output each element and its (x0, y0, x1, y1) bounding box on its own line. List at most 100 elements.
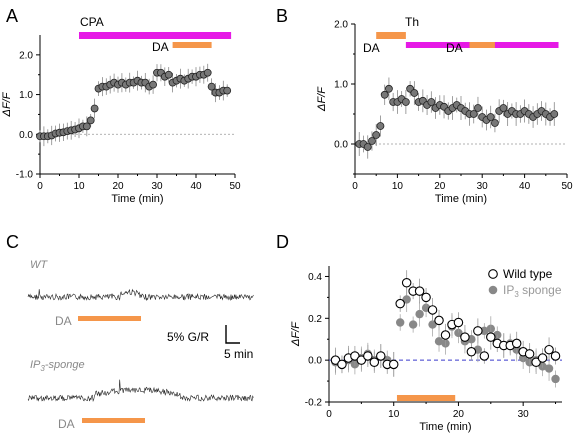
data-point (479, 351, 490, 361)
scale-x-label: 5 min (224, 347, 253, 361)
panel-label-d: D (276, 232, 289, 252)
data-point (550, 351, 561, 361)
data-point (469, 110, 478, 118)
x-axis-label: Time (min) (435, 193, 487, 205)
treatment-bar-label: DA (152, 40, 169, 54)
chart-b: 0 10 20 30 40 50 0.0 1.0 2.0 Time (min) ΔF/F DA Th DA (316, 15, 573, 205)
x-tick-label: 30 (518, 409, 530, 420)
x-tick-label: 10 (73, 181, 85, 192)
x-tick-label: 50 (561, 181, 573, 192)
data-point (428, 320, 437, 329)
data-point (330, 355, 341, 365)
legend-label-ip3-sponge: IP3 sponge (503, 283, 562, 299)
data-point (401, 98, 410, 106)
data-point (531, 357, 541, 367)
data-point (466, 347, 477, 357)
x-tick-label: 40 (190, 181, 202, 192)
data-point (511, 338, 522, 349)
legend-subscript: 3 (514, 290, 519, 299)
data-point (474, 104, 482, 112)
x-axis-label: Time (min) (111, 193, 163, 205)
legend-ip-text: IP (503, 283, 514, 297)
wt-da-label: DA (55, 314, 72, 328)
treatment-bar (79, 32, 232, 39)
data-point (368, 137, 376, 145)
treatment-bar (469, 42, 495, 48)
x-tick-label: 10 (388, 409, 400, 420)
legend-marker-wild-type (488, 269, 498, 279)
y-tick-label: 0.0 (19, 130, 33, 141)
data-point (369, 357, 380, 367)
data-point (388, 359, 399, 370)
panel-c-traces: WT DA IP3-sponge DA 5% G/R 5 min (27, 259, 254, 431)
wt-da-bar (78, 316, 141, 321)
data-point (356, 355, 367, 365)
y-axis-label: ΔF/F (316, 86, 328, 112)
data-point (372, 131, 381, 139)
y-tick-label: 1.0 (19, 90, 33, 101)
data-point (385, 84, 393, 93)
x-tick-label: 10 (392, 181, 404, 192)
y-tick-label: 0.2 (308, 314, 322, 325)
data-point (491, 119, 499, 127)
data-point (408, 320, 418, 329)
data-point (550, 110, 559, 118)
data-point (363, 143, 372, 151)
x-tick-label: 30 (477, 181, 489, 192)
data-point (380, 90, 389, 99)
legend-label-wild-type: Wild type (503, 267, 553, 281)
data-point (453, 317, 464, 328)
data-point (473, 326, 483, 336)
treatment-bar (376, 32, 406, 39)
treatment-bar (172, 42, 212, 48)
data-point (415, 309, 424, 319)
y-tick-label: 1.0 (334, 80, 348, 91)
data-point (427, 98, 436, 106)
y-tick-label: 2.0 (19, 50, 33, 61)
data-point (82, 122, 91, 131)
panel-label-c: C (6, 232, 19, 252)
x-tick-label: 20 (453, 409, 465, 420)
legend-marker-ip3-sponge (488, 285, 498, 295)
data-point (499, 104, 508, 112)
x-tick-label: 30 (151, 181, 163, 192)
wt-trace (27, 288, 254, 302)
data-point (149, 80, 158, 89)
treatment-bar-label: CPA (80, 15, 104, 29)
x-tick-label: 50 (229, 181, 241, 192)
chart-d: 0 10 20 30 -0.2 0.0 0.2 0.4 Time (min) ΔF/F Wild t… (290, 266, 562, 433)
x-tick-label: 0 (37, 181, 43, 192)
data-point (86, 116, 95, 125)
data-point (524, 349, 535, 359)
y-tick-label: -0.2 (305, 398, 323, 409)
scale-y-label: 5% G/R (167, 330, 209, 344)
legend-suffix: sponge (519, 283, 562, 297)
chart-a: 0 10 20 30 40 50 -1.0 0.0 1.0 2.0 Time (min) ΔF/F CP… (1, 15, 241, 205)
y-tick-label: 2.0 (334, 20, 348, 31)
treatment-bar-label: DA (446, 41, 463, 55)
y-tick-label: 0.0 (334, 140, 348, 151)
data-point (90, 104, 99, 113)
x-tick-label: 20 (434, 181, 446, 192)
data-point (460, 332, 470, 342)
data-point (544, 344, 554, 355)
x-tick-label: 0 (352, 181, 358, 192)
data-point (376, 122, 385, 130)
data-point (551, 374, 560, 384)
data-point (480, 326, 489, 336)
x-tick-label: 20 (112, 181, 124, 192)
data-point (207, 82, 216, 91)
data-point (350, 351, 360, 361)
data-point (537, 353, 548, 363)
data-point (427, 305, 438, 315)
y-tick-label: -1.0 (16, 170, 34, 181)
y-tick-label: 0.0 (308, 356, 322, 367)
data-point (402, 295, 411, 304)
ip3-da-label: DA (58, 417, 75, 431)
ip3-da-bar (82, 418, 145, 423)
scale-bar (225, 325, 240, 344)
data-point (410, 89, 419, 97)
data-point (486, 332, 496, 342)
data-point (164, 70, 173, 79)
